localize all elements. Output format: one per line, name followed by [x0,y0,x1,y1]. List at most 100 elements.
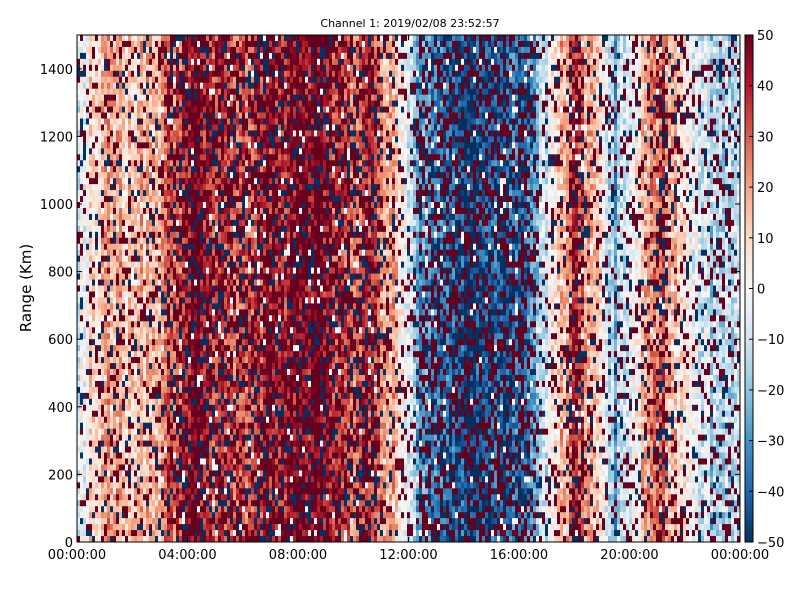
heatmap-cell [116,196,120,203]
heatmap-cell [206,261,210,269]
heatmap-cell [215,207,219,215]
heatmap-cell [158,76,162,84]
heatmap-cell [248,160,252,167]
heatmap-cell [239,70,243,78]
heatmap-cell [209,70,213,78]
heatmap-cell [179,380,183,388]
heatmap-cell [188,404,192,412]
heatmap-cell [128,363,132,370]
heatmap-cell [188,440,192,447]
heatmap-cell [224,160,228,167]
heatmap-cell [80,285,84,292]
heatmap-cell [131,273,135,280]
heatmap-cell [104,231,108,239]
heatmap-cell [89,184,93,191]
heatmap-cell [155,416,159,424]
heatmap-cell [128,458,132,465]
heatmap-cell [194,46,198,54]
heatmap-cell [149,416,153,424]
heatmap-cell [215,500,219,507]
heatmap-cell [188,410,192,418]
heatmap-cell [221,213,225,221]
heatmap-cell [194,219,198,227]
heatmap-cell [146,494,150,501]
heatmap-cell [146,52,150,60]
heatmap-cell [116,142,120,149]
heatmap-cell [242,76,246,84]
heatmap-cell [80,386,84,394]
heatmap-cell [215,524,219,531]
heatmap-cell [134,112,138,119]
heatmap-cell [77,524,81,531]
heatmap-cell [83,273,87,280]
heatmap-cell [116,88,120,96]
heatmap-cell [155,380,159,388]
heatmap-cell [245,363,249,370]
heatmap-cell [209,112,213,119]
heatmap-cell [212,374,216,382]
heatmap-cell [245,434,249,441]
heatmap-cell [107,458,111,465]
heatmap-cell [101,398,105,406]
heatmap-cell [89,40,93,48]
heatmap-cell [200,512,204,519]
heatmap-cell [98,249,102,257]
heatmap-cell [197,285,201,292]
heatmap-cell [92,494,96,501]
heatmap-cell [140,452,144,459]
heatmap-cell [110,363,114,370]
heatmap-cell [89,512,93,519]
heatmap-cell [170,536,174,543]
heatmap-cell [95,476,99,483]
heatmap-cell [131,488,135,495]
heatmap-cell [122,512,126,519]
heatmap-cell [146,410,150,418]
heatmap-cell [197,369,201,376]
heatmap-cell [152,410,156,418]
heatmap-cell [113,249,117,257]
heatmap-cell [191,422,195,430]
heatmap-cell [92,58,96,66]
heatmap-cell [149,506,153,513]
heatmap-cell [248,476,252,483]
heatmap-cell [230,166,234,173]
heatmap-cell [152,118,156,125]
heatmap-cell [164,136,168,143]
heatmap-cell [107,279,111,286]
heatmap-cell [245,380,249,388]
heatmap-cell [167,536,171,543]
heatmap-cell [122,428,126,436]
heatmap-cell [122,291,126,298]
heatmap-cell [101,512,105,519]
heatmap-cell [230,315,234,322]
heatmap-cell [236,172,240,179]
heatmap-cell [173,184,177,191]
heatmap-cell [131,536,135,543]
heatmap-cell [161,464,165,471]
heatmap-cell [110,351,114,358]
heatmap-cell [101,333,105,340]
heatmap-cell [230,76,234,84]
heatmap-cell [77,333,81,340]
heatmap-cell [200,94,204,102]
heatmap-cell [179,279,183,286]
heatmap-cell [245,136,249,143]
heatmap-cell [98,530,102,537]
heatmap-cell [236,279,240,286]
heatmap-cell [224,219,228,227]
heatmap-cell [245,249,249,257]
heatmap-cell [107,398,111,406]
heatmap-cell [158,136,162,143]
heatmap-cell [227,297,231,304]
heatmap-cell [140,148,144,155]
heatmap-cell [206,488,210,495]
heatmap-cell [158,142,162,149]
heatmap-cell [143,506,147,513]
heatmap-cell [194,404,198,412]
heatmap-cell [236,494,240,501]
heatmap-cell [161,94,165,102]
heatmap-cell [173,100,177,107]
heatmap-cell [251,136,255,143]
heatmap-cell [155,202,159,209]
heatmap-cell [209,315,213,322]
